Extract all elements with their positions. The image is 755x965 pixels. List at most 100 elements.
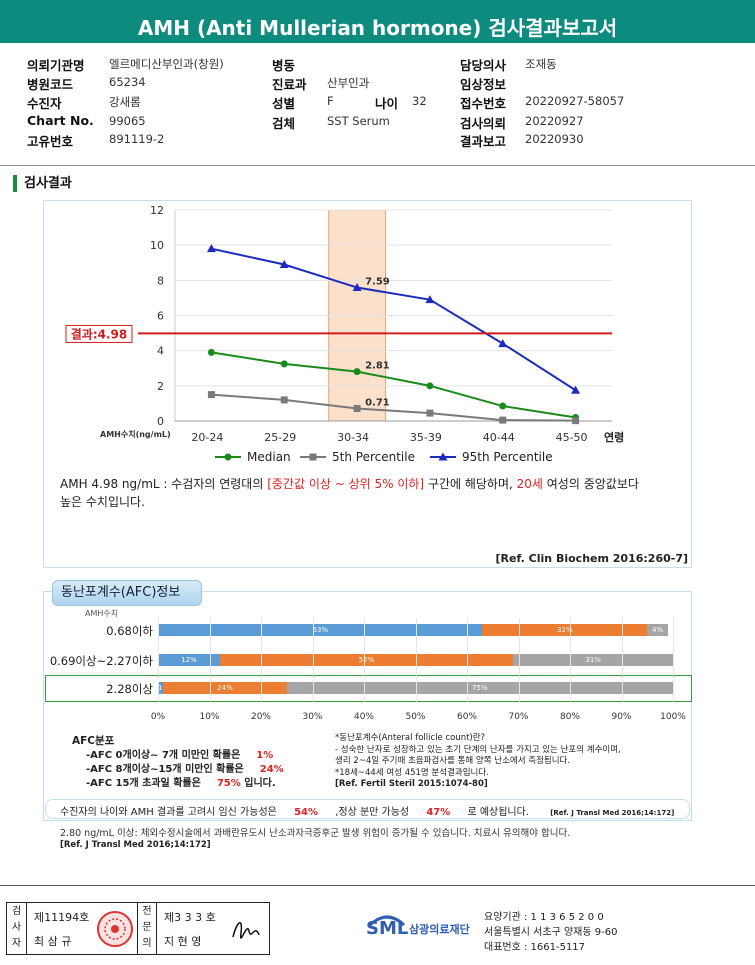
afc-highlight-row — [45, 675, 692, 702]
info2-value: F — [327, 94, 334, 108]
data-point — [207, 391, 215, 399]
data-point — [352, 283, 362, 292]
info2-value: SST Serum — [327, 114, 390, 128]
data-point — [499, 416, 507, 424]
result-label-box — [65, 324, 133, 343]
afc-row-label: 0.68이하 — [106, 624, 153, 638]
afc-note-line: - 성숙한 난자로 성장하고 있는 초기 단계의 난자를 가지고 있는 난포의 … — [335, 744, 621, 755]
legend-marker — [309, 453, 317, 461]
sml-logo-text: SML — [366, 918, 409, 939]
approver-label-char: 의 — [142, 938, 152, 949]
afc-gridline — [621, 618, 623, 702]
afc-dist-value: 24% — [259, 764, 284, 775]
examiner-label-char: 사 — [11, 922, 22, 933]
legend-marker — [224, 453, 232, 461]
report-header — [0, 0, 755, 46]
sml-logo-icon — [368, 915, 406, 927]
data-point — [206, 244, 216, 253]
interp-range: [중간값 이상 ~ 상위 5% 이하] — [267, 477, 425, 491]
afc-dist-title: AFC분포 — [72, 735, 115, 747]
x-tick-label: 35-39 — [410, 431, 442, 444]
x-tick-label: 25-29 — [264, 431, 296, 444]
data-point — [426, 409, 434, 417]
report-title: AMH (Anti Mullerian hormone) 검사결과보고서 — [137, 16, 618, 40]
y-axis-label: AMH수치(ng/mL) — [100, 429, 171, 439]
afc-gridline — [415, 618, 417, 702]
section-title: 검사결과 — [13, 175, 72, 192]
info2-label: 검체 — [272, 116, 296, 131]
y-tick-label: 4 — [157, 345, 164, 358]
afc-row-label: 0.69이상~2.27이하 — [49, 654, 153, 668]
approver-name: 지 현 영 — [164, 935, 202, 948]
afc-gridline — [570, 618, 571, 702]
data-point — [280, 396, 288, 404]
afc-dist-suffix: 입니다. — [240, 778, 276, 789]
data-point — [572, 417, 580, 425]
x-tick-label: 30-34 — [337, 431, 369, 444]
afc-dist-row: -AFC 15개 초과일 확률은 75% 입니다. — [86, 774, 276, 789]
info2-label: 병동 — [272, 58, 296, 73]
series-line — [211, 393, 576, 422]
examiner-no: 제11194호 — [34, 911, 90, 924]
afc-axis-tick: 90% — [611, 712, 632, 722]
age-label: 나이 — [375, 96, 399, 111]
interp-ref: [Ref. Clin Biochem 2016:260-7] — [495, 552, 688, 565]
info1-value: 65234 — [109, 75, 146, 89]
signature-icon — [232, 922, 260, 939]
point-label: 0.71 — [365, 398, 390, 409]
examiner-name: 최 삼 규 — [34, 935, 72, 948]
info1-value: 엘르메디산부인과(창원) — [109, 57, 224, 71]
afc-gridline — [312, 618, 314, 702]
afc-bar-segment: 1% — [158, 682, 164, 694]
summary-mid: ,정상 분만 가능성 — [335, 807, 410, 818]
afc-axis-tick: 30% — [302, 712, 323, 722]
y-tick-label: 12 — [150, 204, 164, 217]
summary-pre: 수진자의 나이와 AMH 결과를 고려시 임신 가능성은 — [60, 807, 277, 818]
approver-label-char: 문 — [142, 922, 152, 933]
afc-summary-box — [45, 799, 690, 819]
afc-bar-segment: 12% — [158, 654, 220, 666]
data-point — [353, 368, 361, 376]
info3-value: 20220927 — [525, 114, 584, 128]
approver-label-char: 전 — [142, 906, 152, 917]
afc-gridline — [364, 618, 365, 702]
examiner-seal-icon — [97, 911, 133, 947]
patient-info — [0, 50, 755, 166]
info2-label: 진료과 — [272, 77, 307, 92]
legend-marker — [438, 452, 448, 461]
interp-age: 20세 — [516, 477, 543, 491]
y-tick-label: 8 — [157, 274, 164, 287]
interp-text-mid: 구간에 해당하며, — [424, 477, 517, 491]
series-line — [211, 247, 577, 392]
afc-axis-tick: 70% — [508, 712, 529, 722]
info3-label: 담당의사 — [460, 58, 507, 73]
info3-label: 결과보고 — [460, 134, 507, 149]
info1-label: 고유번호 — [27, 134, 74, 149]
afc-dist-row: -AFC 8개이상~15개 미만인 확률은 24% — [86, 760, 284, 775]
afc-note: *동난포계수(Anteral follicle count)란? - 성숙한 난… — [335, 733, 695, 791]
org-line3: 대표번호 : 1661-5117 — [484, 942, 586, 953]
afc-gridline — [673, 618, 674, 702]
x-tick-label: 20-24 — [191, 431, 223, 444]
point-label: 2.81 — [365, 361, 390, 372]
afc-axis-tick: 100% — [660, 712, 686, 722]
info1-label: 병원코드 — [27, 77, 74, 92]
info1-value: 891119-2 — [109, 132, 165, 146]
afc-bar-segment: 75% — [286, 682, 673, 694]
afc-note-line: [Ref. Fertil Steril 2015:1074-80] — [335, 779, 488, 789]
afc-gridline — [518, 618, 520, 702]
afc-dist-value: 75% — [216, 778, 241, 789]
info3-value: 조재동 — [525, 57, 557, 71]
afc-note-line: *18세~44세 여성 451명 분석결과입니다. — [335, 767, 489, 778]
afc-axis-tick: 10% — [199, 712, 220, 722]
footer — [0, 885, 755, 965]
point-label: 7.59 — [365, 277, 390, 288]
afc-dist-row: -AFC 0개이상~ 7개 미만인 확률은 1% — [86, 746, 273, 761]
y-tick-label: 2 — [157, 380, 164, 393]
approver-no: 제3 3 3 호 — [164, 911, 216, 924]
examiner-label-char: 자 — [11, 938, 22, 949]
data-point — [279, 260, 289, 269]
afc-panel — [43, 591, 692, 821]
